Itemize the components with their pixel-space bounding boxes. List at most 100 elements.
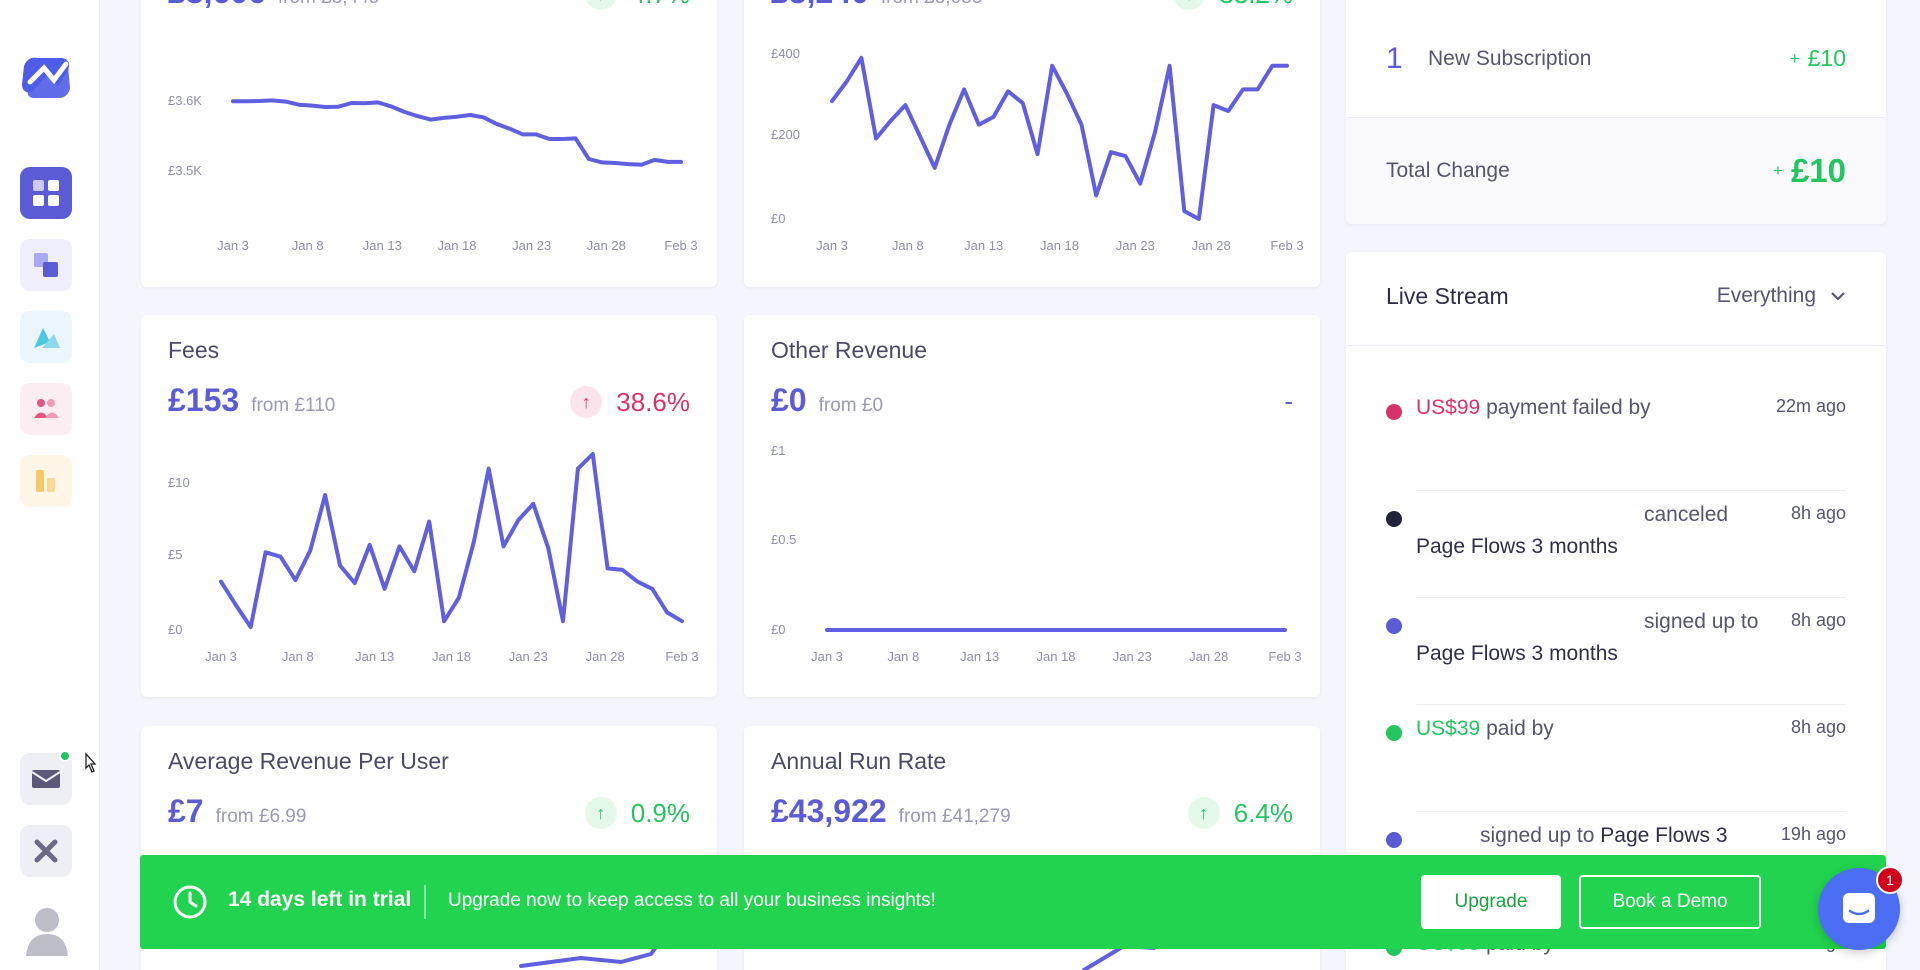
x-tick-label: Feb 3	[665, 649, 698, 664]
live-item-time: 8h ago	[1790, 717, 1846, 737]
x-tick-label: Jan 18	[1036, 649, 1075, 664]
divider	[1416, 811, 1846, 812]
metric-value: £0 from £0	[771, 382, 884, 418]
y-tick-label: £0	[771, 622, 785, 637]
trial-message: Upgrade now to keep access to all your b…	[448, 890, 936, 911]
avatar[interactable]	[24, 904, 70, 956]
fees-card[interactable]: Fees £153 from £110 ↑ 38.6% £10 £5 £0 Jan 3 J…	[141, 315, 717, 697]
x-tick-label: Jan 13	[355, 649, 394, 664]
live-stream-header: Live Stream Everything	[1346, 252, 1886, 346]
live-stream-title: Live Stream	[1386, 283, 1509, 309]
x-tick-label: Jan 8	[887, 649, 919, 664]
new-sub-sign: +	[1789, 48, 1800, 68]
x-tick-label: Jan 23	[1116, 238, 1155, 253]
x-tick-label: Jan 28	[586, 649, 625, 664]
metric-card-top-left[interactable]: £3,606from £3,445 ↑ 4.7% £3.6K £3.5K Jan 3…	[141, 0, 717, 287]
live-item-text: signed up to	[1644, 610, 1759, 633]
trial-banner: 14 days left in trial Upgrade now to kee…	[140, 855, 1886, 949]
divider	[1416, 704, 1846, 705]
sidebar	[0, 0, 100, 970]
other-revenue-card[interactable]: Other Revenue £0 from £0 - £1 £0.5 £0 Jan 3 J…	[744, 315, 1320, 697]
metric-from: from £3,445	[278, 0, 379, 8]
metric-value: £43,922 from £41,279	[771, 793, 1011, 829]
x-tick-label: Jan 28	[1189, 649, 1228, 664]
x-tick-label: Jan 13	[363, 238, 402, 253]
chevron-down-icon	[1831, 292, 1845, 301]
metric-change: ↑ 6.4%	[1187, 797, 1293, 829]
arrow-up-icon: ↑	[584, 0, 617, 10]
arrow-up-icon: ↑	[1173, 0, 1206, 10]
total-change-row: Total Change + £10	[1346, 118, 1886, 224]
x-tick-label: Feb 3	[664, 238, 697, 253]
x-tick-label: Jan 8	[292, 238, 324, 253]
live-stream-item[interactable]: US$99 payment failed by 22m ago	[1386, 396, 1846, 492]
live-item-time: 8h ago	[1790, 610, 1846, 630]
mail-icon	[31, 770, 61, 788]
reports-nav-button[interactable]	[20, 455, 72, 507]
card-title: Average Revenue Per User	[168, 748, 449, 774]
x-tick-label: Feb 3	[1268, 649, 1301, 664]
notification-dot	[59, 750, 71, 762]
live-stream-item[interactable]: signed up to Page Flows 3 months 8h ago	[1386, 610, 1846, 706]
live-item-text: US$39 paid by	[1416, 717, 1554, 740]
y-tick-label: £0.5	[771, 532, 796, 547]
total-amount: £10	[1790, 152, 1846, 189]
live-item-time: 22m ago	[1775, 396, 1846, 416]
book-demo-button[interactable]: Book a Demo	[1579, 875, 1761, 929]
status-dot	[1386, 404, 1402, 420]
metric-change: ↑ 4.7%	[584, 0, 690, 10]
dashboard-icon	[33, 180, 59, 206]
metric-card-top-right[interactable]: £3,240from £3,085 ↑ 33.2% £400 £200 £0 Jan …	[744, 0, 1320, 287]
live-stream-filter-dropdown[interactable]: Everything	[1717, 284, 1846, 308]
x-tick-label: Feb 3	[1270, 238, 1303, 253]
metric-from: from £0	[818, 395, 884, 416]
x-tick-label: Jan 28	[1192, 238, 1231, 253]
summary-card: 1 New Subscription + £10 Total Change + …	[1346, 0, 1886, 224]
bar-chart-icon	[36, 470, 55, 492]
arrow-up-icon: ↑	[1187, 797, 1220, 829]
total-sign: +	[1773, 161, 1783, 180]
live-stream-item[interactable]: US$39 paid by 8h ago	[1386, 717, 1846, 813]
upgrade-button[interactable]: Upgrade	[1421, 875, 1561, 929]
series-line	[231, 98, 683, 167]
metric-from: from £110	[251, 395, 336, 416]
x-tick-label: Jan 18	[437, 238, 476, 253]
logo-icon[interactable]	[18, 52, 74, 104]
users-nav-button[interactable]	[20, 383, 72, 435]
y-tick-label: £200	[771, 127, 800, 142]
new-sub-amount: £10	[1807, 45, 1846, 71]
status-dot	[1386, 725, 1402, 741]
metric-value: £3,606from £3,445	[168, 0, 379, 11]
arrow-up-icon: ↑	[570, 386, 603, 418]
x-tick-label: Jan 3	[217, 238, 249, 253]
metric-from: from £3,085	[881, 0, 982, 8]
y-tick-label: £3.6K	[168, 93, 202, 108]
new-sub-count: 1	[1386, 41, 1403, 75]
triangles-nav-button[interactable]	[20, 311, 72, 363]
y-tick-label: £3.5K	[168, 163, 202, 178]
x-tick-label: Jan 8	[892, 238, 924, 253]
status-dot	[1386, 618, 1402, 634]
metric-change: -	[1284, 386, 1293, 416]
card-title: Annual Run Rate	[771, 748, 947, 774]
series-line	[830, 55, 1289, 221]
dashboard-nav-button[interactable]	[20, 167, 72, 219]
layers-nav-button[interactable]	[20, 239, 72, 291]
tools-nav-button[interactable]	[20, 825, 72, 877]
live-stream-item[interactable]: signed up to Page Flows 3 19h ago	[1386, 824, 1846, 920]
clock-icon	[173, 885, 207, 919]
live-item-time: 19h ago	[1780, 824, 1846, 844]
x-tick-label: Jan 23	[509, 649, 548, 664]
cursor-icon	[80, 752, 100, 781]
live-stream-item[interactable]: canceled Page Flows 3 months 8h ago	[1386, 503, 1846, 599]
x-tick-label: Jan 23	[1113, 649, 1152, 664]
card-title: Fees	[168, 337, 220, 363]
new-subscription-row[interactable]: 1 New Subscription + £10	[1346, 0, 1886, 118]
metric-value: £153 from £110	[168, 382, 336, 418]
new-sub-label: New Subscription	[1428, 46, 1592, 70]
metric-value: £7 from £6.99	[168, 793, 307, 829]
card-title: Other Revenue	[771, 337, 927, 363]
x-tick-label: Jan 13	[960, 649, 999, 664]
x-tick-label: Jan 13	[964, 238, 1003, 253]
y-tick-label: £400	[771, 46, 800, 61]
